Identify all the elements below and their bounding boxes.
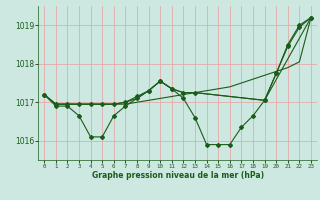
X-axis label: Graphe pression niveau de la mer (hPa): Graphe pression niveau de la mer (hPa) bbox=[92, 171, 264, 180]
